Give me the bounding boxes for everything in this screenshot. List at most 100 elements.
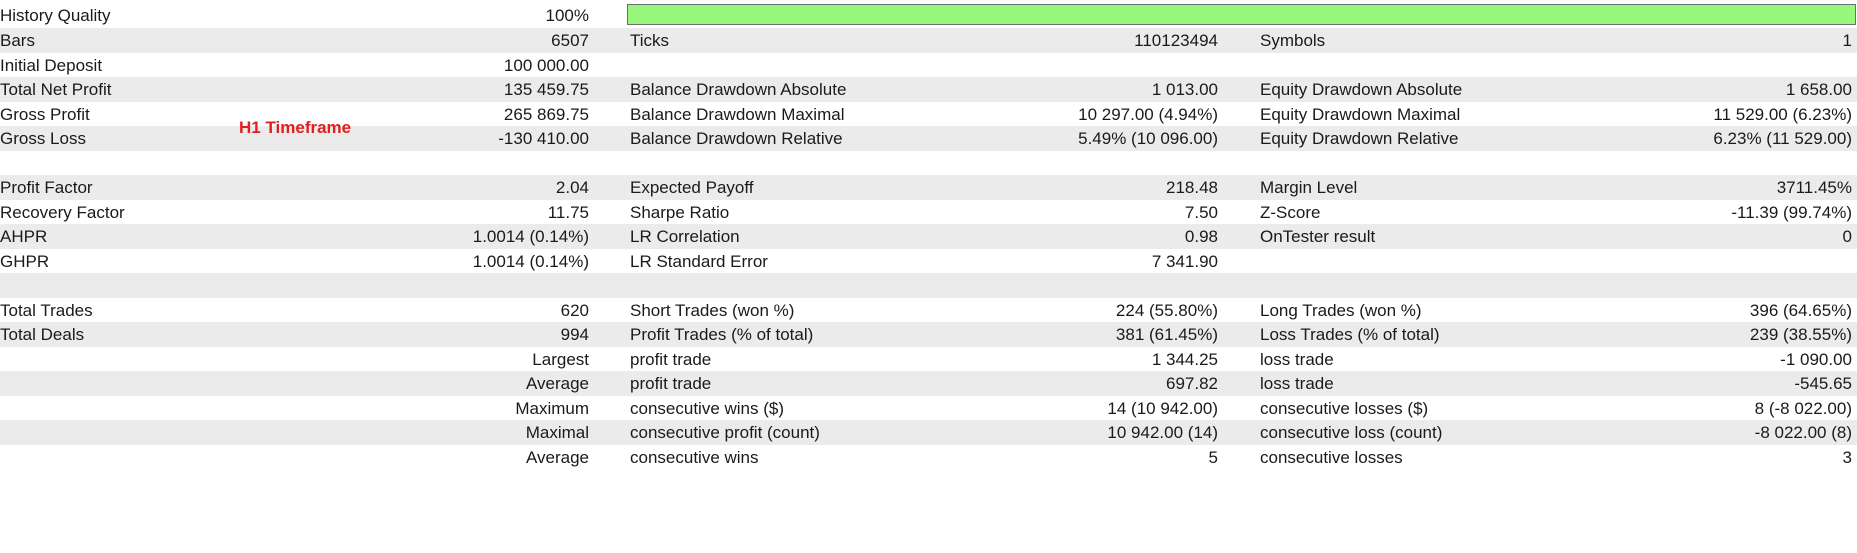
stat-label-c3l: Z-Score: [1260, 202, 1321, 222]
history-quality-label: History Quality: [0, 6, 111, 25]
stats-row: Recovery Factor 11.75 Sharpe Ratio 7.50 Z-Sc…: [0, 200, 1857, 225]
stat-label-c3l: Symbols: [1260, 31, 1326, 50]
stat-value-c1r: 994: [560, 325, 589, 344]
history-quality-bar: [627, 4, 1856, 25]
stats-row: Largest profit trade 1 344.25 loss trade -1 …: [0, 347, 1857, 372]
stat-value-c1r: 265 869.75: [503, 104, 589, 124]
stat-value-c1r: 620: [560, 300, 589, 320]
stat-value-c1r: 6507: [551, 31, 589, 50]
stat-value-c3r: 1: [1842, 31, 1852, 50]
stat-value-c1r: Maximum: [515, 398, 589, 418]
stat-value-c1r: 2.04: [555, 178, 589, 197]
stat-value-c3r: -545.65: [1794, 374, 1852, 393]
stat-value-c3r: 0: [1842, 227, 1852, 246]
stat-label-c3l: Loss Trades (% of total): [1260, 325, 1440, 344]
history-quality-value: 100%: [545, 6, 589, 25]
stat-label-c2l: LR Standard Error: [630, 251, 768, 271]
stat-value-c2r: 381 (61.45%): [1115, 325, 1218, 344]
stat-value-c2r: 14 (10 942.00): [1107, 398, 1218, 418]
stat-value-c2r: 10 942.00 (14): [1107, 423, 1218, 442]
stat-label-c2l: Sharpe Ratio: [630, 202, 730, 222]
stat-label-c3l: Margin Level: [1260, 178, 1358, 197]
stats-row: Total Deals 994 Profit Trades (% of total)…: [0, 322, 1857, 347]
stats-row: [0, 273, 1857, 298]
stat-label-c3l: consecutive losses: [1260, 447, 1403, 467]
stat-value-c3r: 3711.45%: [1776, 178, 1852, 197]
stats-row: Maximum consecutive wins ($) 14 (10 942.00…: [0, 396, 1857, 421]
stats-row: Profit Factor 2.04 Expected Payoff 218.48 Ma…: [0, 175, 1857, 200]
stat-value-c3r: 6.23% (11 529.00): [1713, 129, 1852, 148]
stat-label-c3l: loss trade: [1260, 374, 1334, 393]
stat-value-c2r: 0.98: [1184, 227, 1218, 246]
stat-value-c2r: 218.48: [1166, 178, 1218, 197]
stat-value-c2r: 224 (55.80%): [1115, 300, 1218, 320]
stats-row: Average consecutive wins 5 consecutive loss…: [0, 445, 1857, 470]
stat-label-c2l: consecutive wins ($): [630, 398, 785, 418]
stat-value-c1r: Maximal: [525, 423, 589, 442]
stats-row: Average profit trade 697.82 loss trade -545.…: [0, 371, 1857, 396]
stat-value-c3r: -8 022.00 (8): [1754, 423, 1852, 442]
stat-value-c1r: 135 459.75: [503, 80, 589, 99]
stat-value-c2r: 1 013.00: [1151, 80, 1218, 99]
stats-row: Total Trades 620 Short Trades (won %) 224 (…: [0, 298, 1857, 323]
stat-label-c1l: Total Trades: [0, 300, 93, 320]
stat-label-c1l: Recovery Factor: [0, 202, 125, 222]
stat-label-c3l: loss trade: [1260, 349, 1334, 369]
stat-label-c3l: consecutive losses ($): [1260, 398, 1429, 418]
stat-label-c3l: OnTester result: [1260, 227, 1376, 246]
stats-row: Bars 6507 Ticks 110123494 Symbols 1: [0, 28, 1857, 53]
stat-value-c3r: -11.39 (99.74%): [1731, 202, 1852, 222]
stat-label-c2l: LR Correlation: [630, 227, 740, 246]
stats-row: Total Net Profit 135 459.75 Balance Drawdo…: [0, 77, 1857, 102]
stat-label-c1l: Gross Profit: [0, 104, 90, 124]
stat-label-c3l: Equity Drawdown Relative: [1260, 129, 1459, 148]
stat-value-c2r: 5: [1208, 447, 1218, 467]
stat-value-c1r: Average: [525, 374, 589, 393]
stat-label-c2l: Balance Drawdown Maximal: [630, 104, 845, 124]
stat-value-c2r: 1 344.25: [1151, 349, 1218, 369]
stat-value-c3r: 239 (38.55%): [1749, 325, 1852, 344]
stats-row: Maximal consecutive profit (count) 10 942.…: [0, 420, 1857, 445]
stat-label-c1l: Initial Deposit: [0, 55, 103, 75]
stat-label-c2l: Short Trades (won %): [630, 300, 795, 320]
stat-label-c3l: consecutive loss (count): [1260, 423, 1443, 442]
stat-label-c3l: Long Trades (won %): [1260, 300, 1422, 320]
stat-value-c3r: 1 658.00: [1785, 80, 1852, 99]
stat-label-c1l: GHPR: [0, 251, 50, 271]
stat-value-c1r: 100 000.00: [503, 55, 589, 75]
stat-value-c3r: -1 090.00: [1780, 349, 1852, 369]
stat-value-c1r: 1.0014 (0.14%): [472, 227, 589, 246]
stats-row: Gross Loss -130 410.00 Balance Drawdown Re…: [0, 126, 1857, 151]
stats-row: [0, 151, 1857, 176]
stat-label-c2l: Ticks: [630, 31, 670, 50]
stat-label-c1l: Bars: [0, 31, 35, 50]
stat-label-c3l: Equity Drawdown Absolute: [1260, 80, 1463, 99]
stats-row: GHPR 1.0014 (0.14%) LR Standard Error 7 341…: [0, 249, 1857, 274]
stats-row: Initial Deposit 100 000.00: [0, 53, 1857, 78]
stats-row: AHPR 1.0014 (0.14%) LR Correlation 0.98 OnTe…: [0, 224, 1857, 249]
stat-label-c2l: Profit Trades (% of total): [630, 325, 814, 344]
stat-label-c2l: profit trade: [630, 349, 712, 369]
stat-value-c2r: 7 341.90: [1151, 251, 1218, 271]
stat-value-c3r: 11 529.00 (6.23%): [1713, 104, 1852, 124]
stat-value-c2r: 10 297.00 (4.94%): [1078, 104, 1218, 124]
stat-label-c2l: consecutive wins: [630, 447, 759, 467]
stat-value-c1r: 11.75: [547, 202, 589, 222]
stat-label-c1l: Gross Loss: [0, 129, 86, 148]
stat-label-c1l: AHPR: [0, 227, 48, 246]
stat-value-c3r: 396 (64.65%): [1749, 300, 1852, 320]
stat-label-c1l: Total Deals: [0, 325, 85, 344]
stat-value-c3r: 8 (-8 022.00): [1754, 398, 1852, 418]
stat-value-c1r: 1.0014 (0.14%): [472, 251, 589, 271]
history-quality-fill: [628, 5, 1855, 24]
stat-value-c2r: 5.49% (10 096.00): [1078, 129, 1218, 148]
stat-value-c1r: Largest: [532, 349, 589, 369]
stat-label-c3l: Equity Drawdown Maximal: [1260, 104, 1461, 124]
timeframe-annotation: H1 Timeframe: [239, 118, 352, 137]
stat-label-c1l: Profit Factor: [0, 178, 93, 197]
stat-value-c2r: 7.50: [1184, 202, 1218, 222]
stat-value-c2r: 110123494: [1134, 31, 1218, 50]
stat-label-c2l: consecutive profit (count): [630, 423, 820, 442]
stat-label-c1l: Total Net Profit: [0, 80, 112, 99]
stat-label-c2l: profit trade: [630, 374, 712, 393]
